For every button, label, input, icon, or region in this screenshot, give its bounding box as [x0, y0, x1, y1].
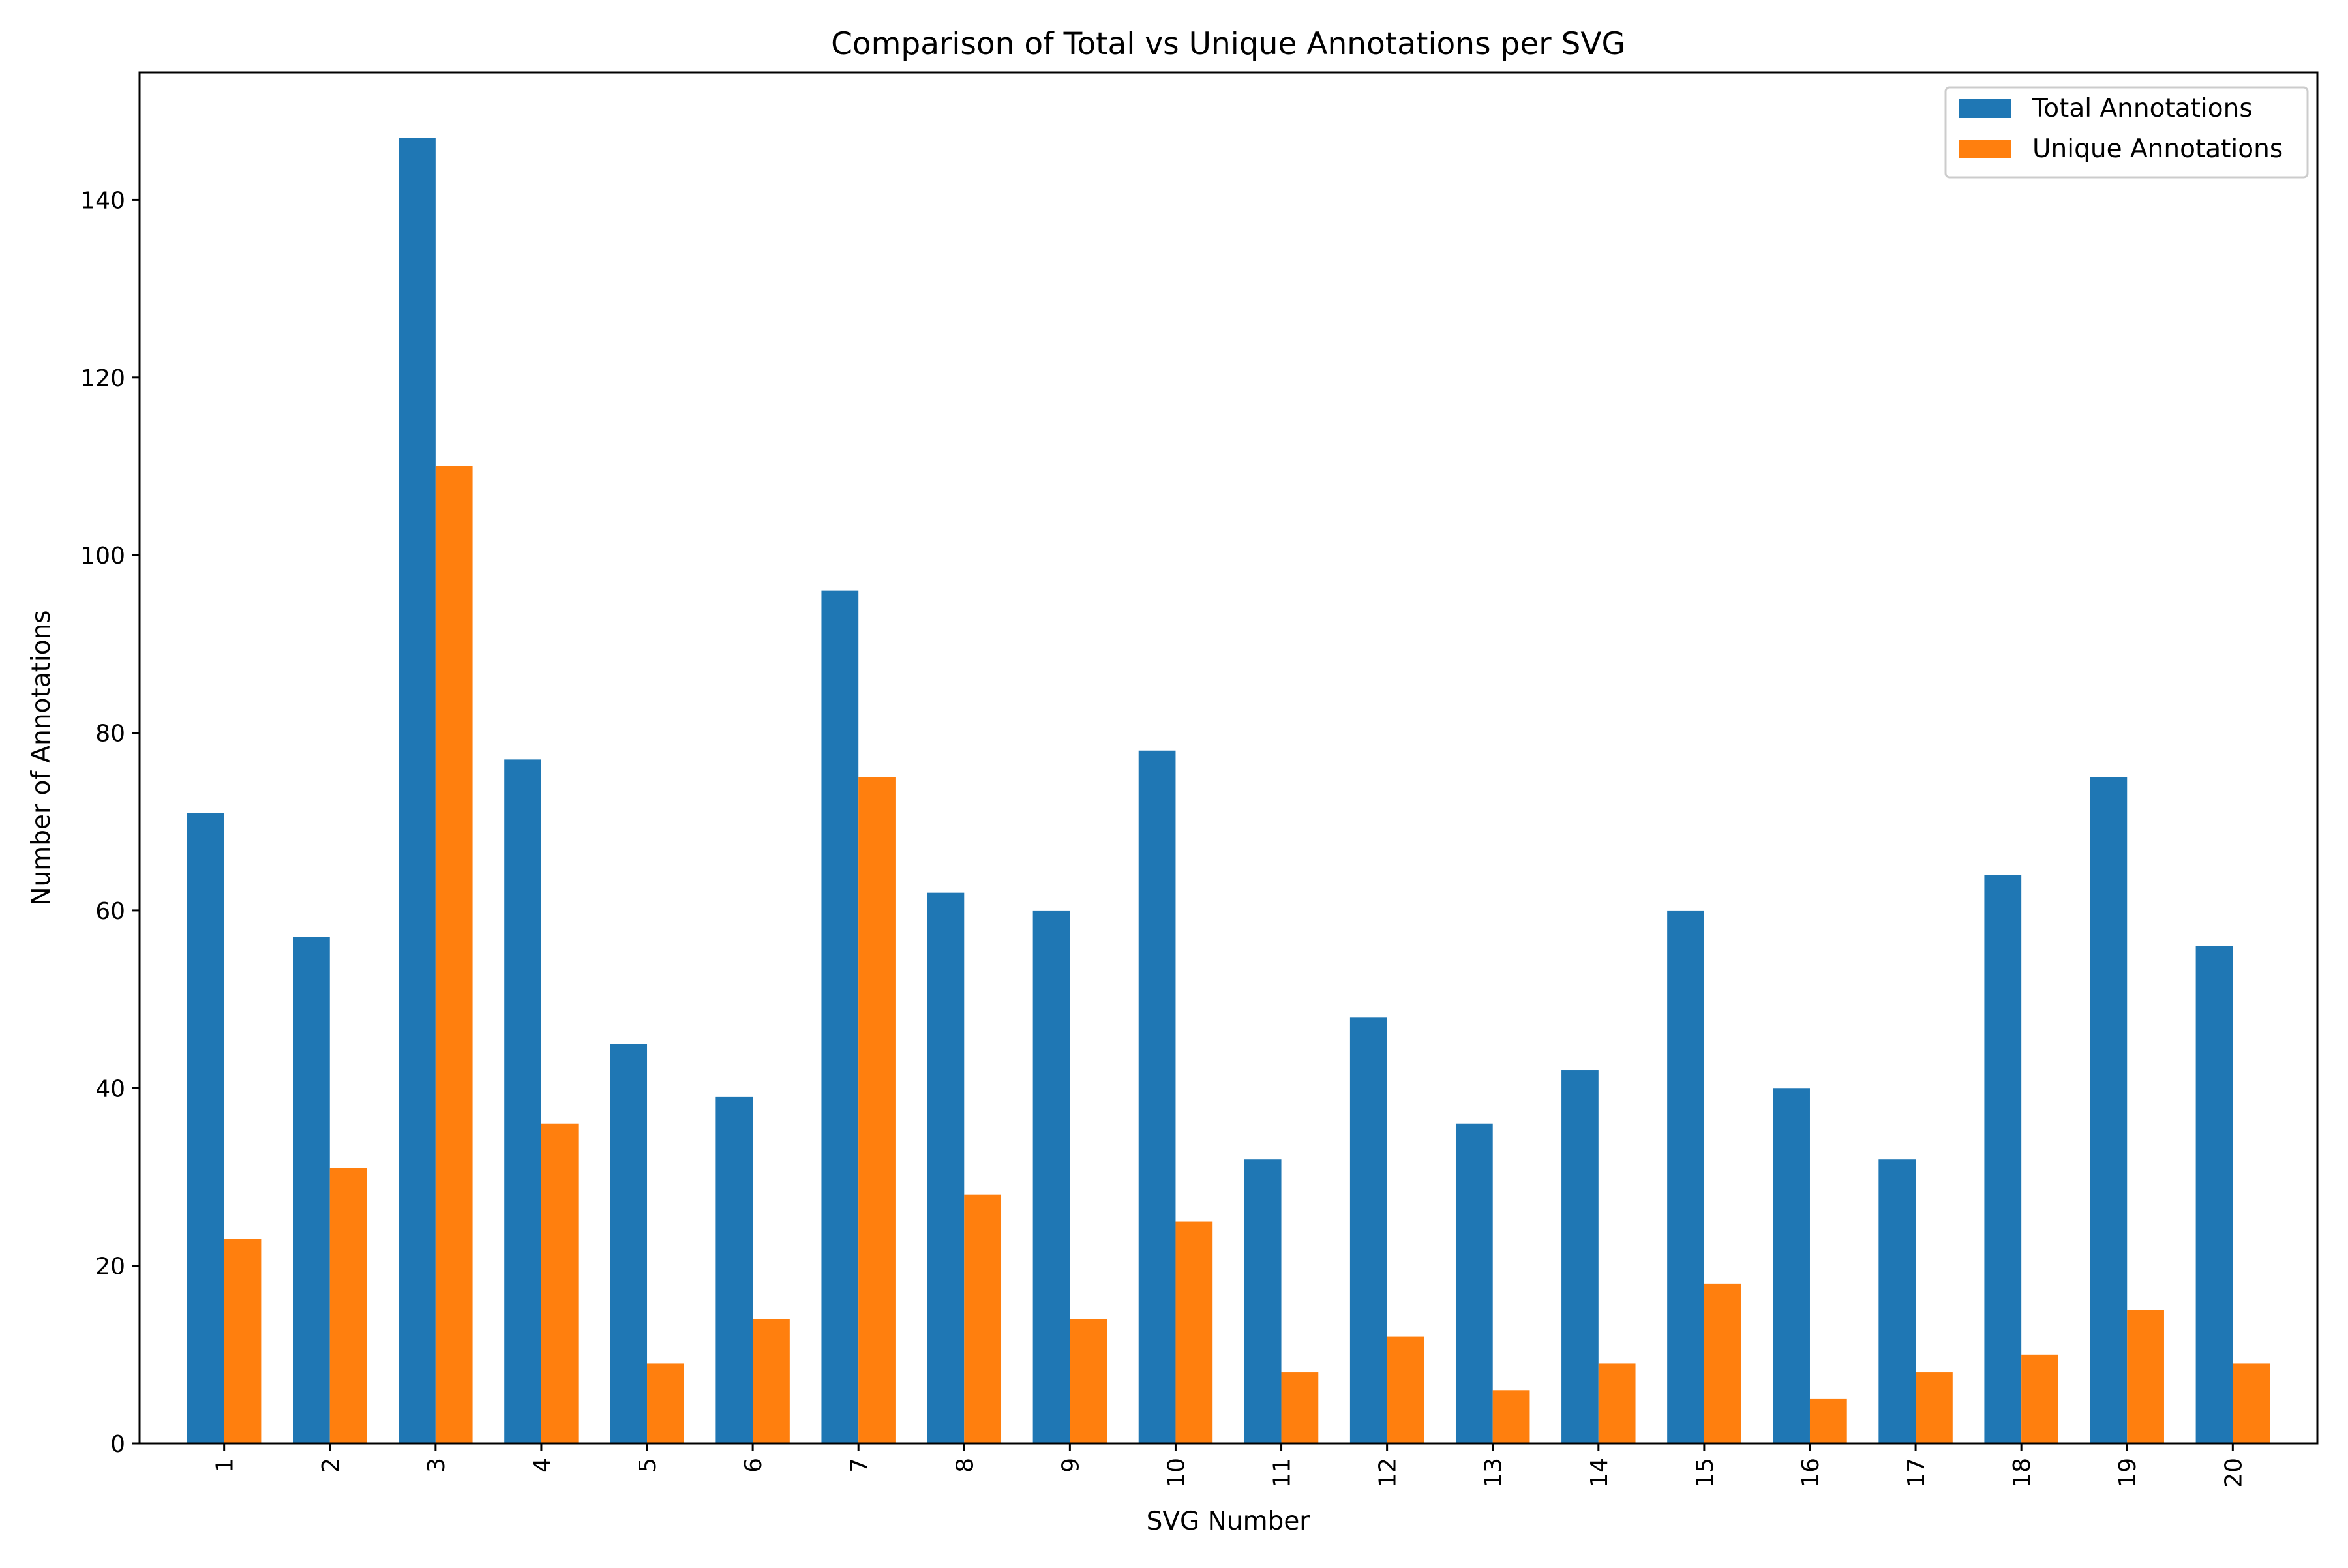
unique-annotations-bar-5: [647, 1363, 684, 1443]
x-tick-label: 14: [1586, 1458, 1613, 1488]
x-tick-label: 9: [1057, 1458, 1084, 1473]
total-annotations-bar-1: [187, 813, 224, 1443]
y-tick-label: 80: [95, 721, 125, 747]
unique-annotations-legend-swatch: [1959, 140, 2011, 158]
unique-annotations-bar-2: [329, 1168, 367, 1443]
x-tick-label: 11: [1269, 1458, 1296, 1488]
unique-annotations-legend-label: Unique Annotations: [2032, 134, 2283, 164]
x-tick-label: 15: [1692, 1458, 1719, 1488]
y-tick-label: 40: [95, 1076, 125, 1102]
total-annotations-bar-17: [1878, 1159, 1916, 1443]
y-tick-label: 60: [95, 898, 125, 925]
y-tick-label: 0: [110, 1431, 125, 1458]
y-tick-label: 140: [80, 187, 125, 214]
total-annotations-bar-4: [504, 759, 541, 1443]
y-tick-label: 100: [80, 543, 125, 569]
unique-annotations-bar-6: [753, 1319, 790, 1443]
unique-annotations-bar-20: [2233, 1363, 2270, 1443]
total-annotations-bar-8: [927, 892, 965, 1443]
total-annotations-bar-13: [1455, 1123, 1493, 1443]
y-tick-label: 120: [80, 365, 125, 392]
x-tick-label: 16: [1798, 1458, 1824, 1488]
unique-annotations-bar-16: [1809, 1398, 1847, 1443]
unique-annotations-bar-3: [435, 466, 473, 1443]
unique-annotations-bar-14: [1598, 1363, 1636, 1443]
total-annotations-legend-swatch: [1959, 99, 2011, 118]
x-tick-label: 18: [2009, 1458, 2036, 1488]
unique-annotations-bar-17: [1916, 1372, 1953, 1443]
total-annotations-bar-18: [1984, 875, 2022, 1443]
x-tick-label: 2: [318, 1458, 344, 1473]
x-tick-label: 17: [1903, 1458, 1930, 1488]
total-annotations-bar-10: [1138, 750, 1176, 1443]
x-tick-label: 3: [423, 1458, 450, 1473]
total-annotations-bar-9: [1032, 910, 1070, 1443]
legend: Total Annotations Unique Annotations: [1944, 86, 2309, 179]
unique-annotations-bar-15: [1704, 1283, 1741, 1443]
unique-annotations-bar-12: [1387, 1336, 1424, 1443]
unique-annotations-bar-9: [1070, 1319, 1107, 1443]
total-annotations-bar-3: [399, 138, 436, 1444]
total-annotations-bar-20: [2195, 946, 2233, 1443]
total-annotations-bar-14: [1561, 1070, 1599, 1443]
x-tick-label: 8: [952, 1458, 978, 1473]
unique-annotations-bar-11: [1281, 1372, 1319, 1443]
x-tick-label: 6: [740, 1458, 767, 1473]
unique-annotations-bar-1: [224, 1239, 262, 1443]
x-tick-label: 12: [1375, 1458, 1402, 1488]
total-annotations-bar-15: [1667, 910, 1704, 1443]
x-tick-label: 10: [1163, 1458, 1190, 1488]
y-tick-label: 20: [95, 1254, 125, 1280]
x-tick-label: 4: [529, 1458, 556, 1473]
unique-annotations-bar-7: [858, 777, 896, 1443]
total-annotations-bar-2: [293, 937, 330, 1443]
total-annotations-legend-label: Total Annotations: [2032, 94, 2253, 123]
unique-annotations-bar-10: [1175, 1221, 1213, 1443]
x-tick-label: 20: [2220, 1458, 2247, 1488]
chart-title: Comparison of Total vs Unique Annotation…: [831, 26, 1625, 62]
x-tick-label: 1: [212, 1458, 239, 1473]
y-axis-title: Number of Annotations: [27, 610, 56, 905]
total-annotations-bar-7: [821, 590, 859, 1444]
unique-annotations-bar-18: [2021, 1354, 2058, 1443]
total-annotations-bar-11: [1244, 1159, 1282, 1443]
unique-annotations-bar-13: [1492, 1390, 1530, 1443]
plot-frame: [138, 71, 2319, 1445]
legend-box: [1944, 86, 2309, 179]
total-annotations-bar-6: [715, 1096, 753, 1443]
x-tick-label: 5: [635, 1458, 661, 1473]
unique-annotations-bar-8: [964, 1194, 1002, 1443]
total-annotations-bar-5: [610, 1044, 648, 1443]
unique-annotations-bar-4: [541, 1123, 579, 1443]
x-tick-label: 7: [846, 1458, 873, 1473]
x-axis-title: SVG Number: [1147, 1507, 1311, 1536]
x-tick-label: 13: [1481, 1458, 1507, 1488]
bars-layer: [187, 138, 2270, 1444]
x-tick-label: 19: [2115, 1458, 2141, 1488]
total-annotations-bar-12: [1349, 1017, 1387, 1443]
total-annotations-bar-16: [1773, 1088, 1810, 1443]
unique-annotations-bar-19: [2127, 1310, 2164, 1443]
total-annotations-bar-19: [2090, 777, 2128, 1443]
